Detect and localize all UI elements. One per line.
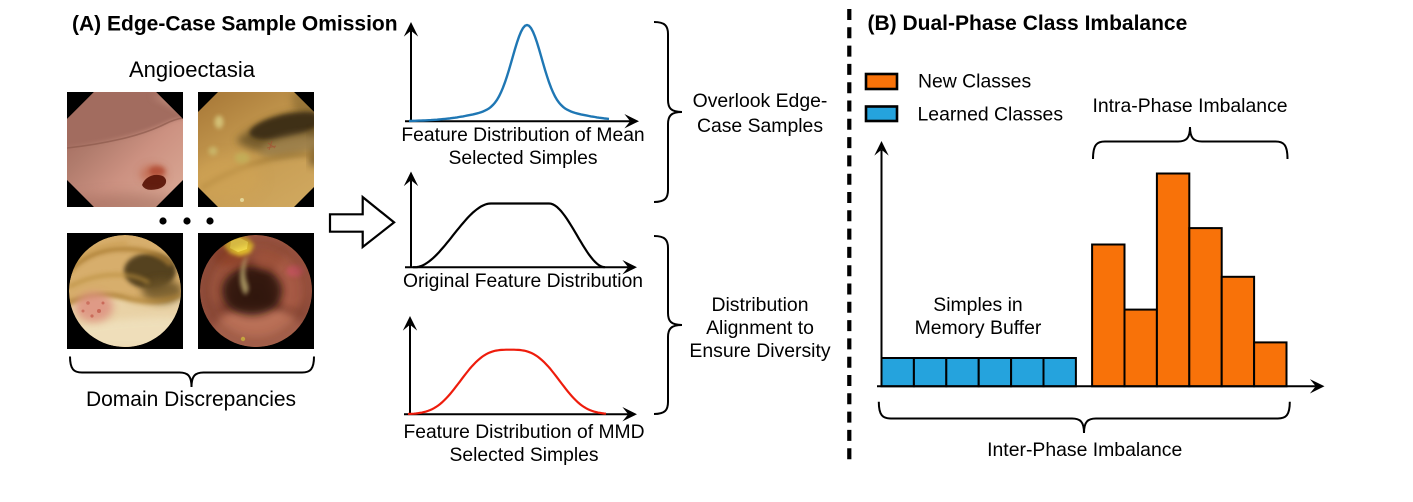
- svg-text:Feature Distribution of MMD: Feature Distribution of MMD: [403, 422, 644, 443]
- svg-text:Original Feature Distribution: Original Feature Distribution: [403, 271, 643, 292]
- svg-text:New Classes: New Classes: [918, 71, 1031, 93]
- svg-text:(A) Edge-Case Sample Omission: (A) Edge-Case Sample Omission: [72, 13, 398, 36]
- svg-text:Learned Classes: Learned Classes: [918, 104, 1064, 126]
- svg-text:Case Samples: Case Samples: [697, 115, 823, 137]
- svg-text:Inter-Phase Imbalance: Inter-Phase Imbalance: [987, 439, 1182, 461]
- svg-text:Intra-Phase Imbalance: Intra-Phase Imbalance: [1092, 95, 1287, 117]
- svg-text:Distribution: Distribution: [712, 294, 809, 316]
- svg-text:Memory Buffer: Memory Buffer: [915, 317, 1042, 339]
- svg-text:Overlook Edge-: Overlook Edge-: [693, 90, 828, 112]
- svg-text:Simples in: Simples in: [933, 294, 1022, 316]
- svg-text:Feature Distribution of Mean: Feature Distribution of Mean: [401, 125, 644, 146]
- svg-text:Angioectasia: Angioectasia: [129, 57, 256, 82]
- svg-text:(B) Dual-Phase Class Imbalance: (B) Dual-Phase Class Imbalance: [868, 12, 1188, 35]
- svg-text:Selected Simples: Selected Simples: [450, 445, 599, 466]
- svg-text:Selected Simples: Selected Simples: [449, 148, 598, 169]
- svg-text:Ensure Diversity: Ensure Diversity: [689, 340, 830, 362]
- svg-text:Alignment to: Alignment to: [706, 317, 814, 339]
- svg-text:Domain Discrepancies: Domain Discrepancies: [86, 388, 296, 411]
